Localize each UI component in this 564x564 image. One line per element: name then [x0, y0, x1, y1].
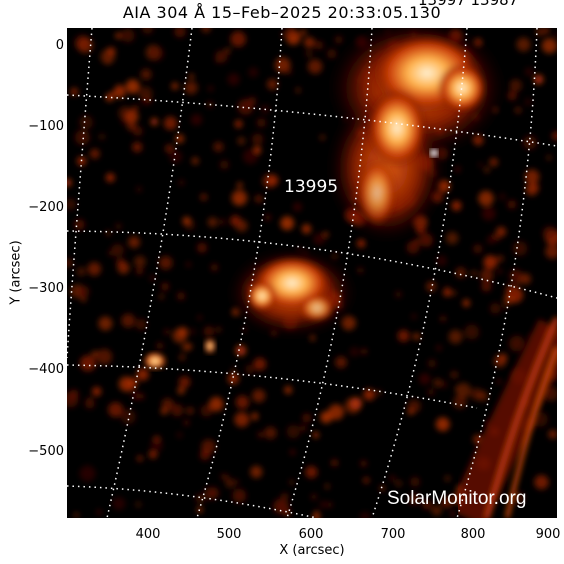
heliographic-grid	[67, 28, 557, 518]
y-tick: −500	[28, 444, 64, 459]
x-tick: 500	[216, 527, 242, 542]
watermark: SolarMonitor.org	[387, 488, 527, 509]
y-tick: −300	[28, 281, 64, 296]
x-axis-label: X (arcsec)	[279, 543, 345, 558]
y-tick: −200	[28, 200, 64, 215]
y-tick: −100	[28, 119, 64, 134]
active-region-label: 13995	[284, 177, 339, 197]
overlapping-region-labels: 13997 13987	[418, 0, 519, 9]
y-axis-label: Y (arcsec)	[8, 240, 24, 305]
solar-image	[67, 28, 557, 518]
x-tick: 400	[135, 527, 161, 542]
plot-title: AIA 304 Å 15–Feb–2025 20:33:05.130	[122, 3, 442, 22]
x-tick: 800	[460, 527, 486, 542]
x-tick: 900	[535, 527, 561, 542]
solar-image-svg	[67, 28, 557, 518]
x-tick: 600	[298, 527, 324, 542]
y-tick: 0	[55, 38, 64, 53]
y-tick: −400	[28, 362, 64, 377]
x-tick: 700	[380, 527, 406, 542]
